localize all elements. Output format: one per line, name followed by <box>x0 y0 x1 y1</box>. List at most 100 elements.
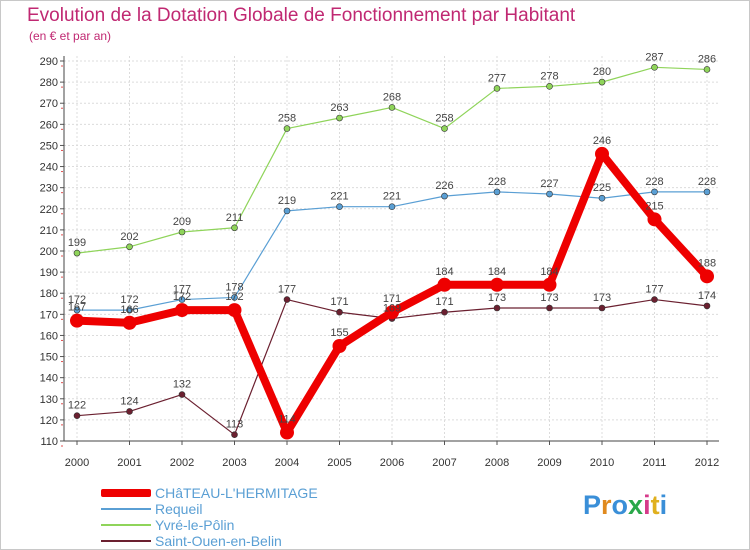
legend-item-requeil: Requeil <box>101 501 202 517</box>
data-label: 172 <box>120 294 138 306</box>
y-tick-label: 150 <box>40 352 58 364</box>
data-label: 172 <box>68 294 86 306</box>
data-label: 124 <box>120 395 138 407</box>
data-point <box>703 188 711 196</box>
x-tick-label: 2011 <box>643 457 667 469</box>
y-tick-label: 250 <box>40 140 58 152</box>
data-label: 114 <box>278 414 296 426</box>
data-point <box>651 188 658 196</box>
data-label: 228 <box>698 176 716 188</box>
data-label: 215 <box>645 200 663 212</box>
legend-label: Saint-Ouen-en-Belin <box>155 533 282 549</box>
data-point <box>647 212 662 227</box>
y-tick-label: 180 <box>40 288 58 300</box>
y-tick-label: 280 <box>40 77 58 89</box>
data-point <box>336 203 343 210</box>
legend-item-chateau: CHâTEAU-L'HERMITAGE <box>101 485 318 501</box>
data-point <box>546 304 553 312</box>
data-point <box>122 315 137 330</box>
y-tick-label: 190 <box>40 267 58 279</box>
data-label: 184 <box>540 266 558 278</box>
data-label: 184 <box>435 266 453 278</box>
data-label: 226 <box>435 180 453 192</box>
logo-letter: r <box>601 490 612 520</box>
legend-swatch <box>101 489 151 497</box>
x-tick-label: 2009 <box>537 457 561 469</box>
data-label: 209 <box>173 216 191 228</box>
data-point <box>598 78 606 86</box>
data-point <box>493 304 501 312</box>
y-tick-label: 260 <box>40 119 58 131</box>
x-tick-label: 2003 <box>222 457 246 469</box>
legend-item-saint-ouen: Saint-Ouen-en-Belin <box>101 533 282 549</box>
data-label: 225 <box>593 182 611 194</box>
data-point <box>441 308 448 316</box>
data-point <box>231 431 238 438</box>
x-tick-label: 2001 <box>117 457 141 469</box>
data-point <box>126 306 133 314</box>
data-label: 287 <box>645 51 663 63</box>
data-label: 219 <box>278 195 296 207</box>
legend-swatch <box>101 508 151 510</box>
data-point <box>227 303 242 318</box>
data-label: 113 <box>226 419 244 431</box>
data-point <box>493 188 501 196</box>
data-label: 280 <box>593 66 611 78</box>
data-point <box>546 83 553 90</box>
data-label: 228 <box>645 176 663 188</box>
logo-letter: o <box>611 490 629 520</box>
data-label: 263 <box>330 102 348 114</box>
legend-label: Yvré-le-Pôlin <box>155 517 235 533</box>
x-tick-label: 2008 <box>485 457 509 469</box>
data-label: 246 <box>593 135 611 147</box>
data-label: 278 <box>540 70 558 82</box>
data-point <box>385 305 399 320</box>
legend-swatch <box>101 524 151 526</box>
data-label: 177 <box>173 284 191 296</box>
data-point <box>493 85 501 92</box>
data-point <box>388 104 396 111</box>
data-label: 277 <box>488 72 506 84</box>
logo-letter: i <box>643 490 651 520</box>
x-tick-label: 2005 <box>327 457 351 469</box>
data-point <box>490 277 504 292</box>
data-label: 228 <box>488 176 506 188</box>
data-point <box>332 339 347 353</box>
data-label: 171 <box>330 296 348 308</box>
data-label: 171 <box>435 296 453 308</box>
data-point <box>703 302 711 310</box>
data-point <box>542 277 557 292</box>
data-point <box>231 224 238 232</box>
y-tick-label: 290 <box>40 56 58 68</box>
data-label: 221 <box>383 191 401 203</box>
data-label: 178 <box>225 281 243 293</box>
data-label: 184 <box>488 266 506 278</box>
logo-letter: P <box>583 490 602 520</box>
proxiti-logo: Proxiti <box>583 490 667 521</box>
data-label: 155 <box>330 327 348 339</box>
data-label: 132 <box>173 379 191 391</box>
y-tick-label: 120 <box>40 415 58 427</box>
data-label: 202 <box>120 231 138 243</box>
data-point <box>126 243 133 251</box>
data-point <box>178 391 186 398</box>
x-tick-label: 2002 <box>170 457 194 469</box>
data-point <box>598 304 606 312</box>
data-label: 286 <box>698 53 716 65</box>
data-point <box>280 425 294 440</box>
data-label: 173 <box>593 292 611 304</box>
x-tick-label: 2010 <box>590 457 614 469</box>
data-label: 221 <box>330 191 348 203</box>
legend-label: Requeil <box>155 501 203 517</box>
data-point <box>73 249 81 257</box>
y-tick-label: 220 <box>40 204 58 216</box>
logo-letter: i <box>659 490 668 520</box>
data-label: 173 <box>540 292 558 304</box>
data-point <box>283 296 291 303</box>
y-tick-label: 160 <box>40 330 58 342</box>
logo-letter: x <box>628 490 644 520</box>
data-label: 211 <box>226 212 244 224</box>
data-point <box>598 194 606 202</box>
data-point <box>546 190 553 198</box>
data-point <box>441 192 448 200</box>
